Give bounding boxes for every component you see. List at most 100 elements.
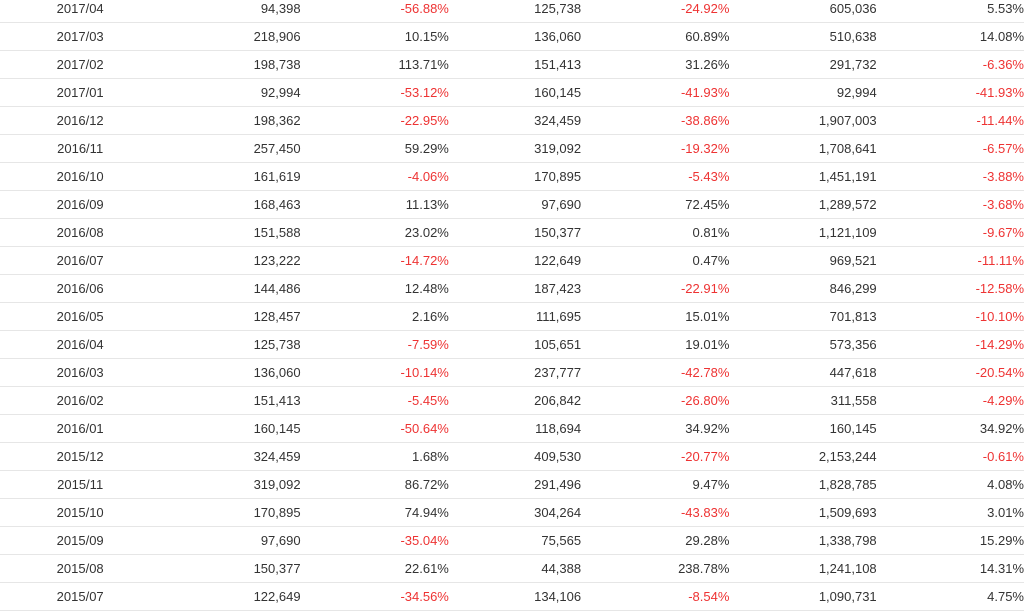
month-cell: 2016/03	[0, 358, 161, 387]
change-a-cell: 113.71%	[300, 50, 449, 79]
table-row: 2016/06 144,486 12.48% 187,423 -22.91% 846,29…	[0, 274, 1024, 303]
value-b-cell: 44,388	[448, 554, 582, 583]
change-b-cell: -43.83%	[581, 498, 730, 527]
month-cell: 2016/07	[0, 246, 161, 275]
month-cell: 2015/09	[0, 526, 161, 555]
cumulative-cell: 1,289,572	[729, 190, 877, 219]
month-cell: 2016/11	[0, 134, 161, 163]
table-row: 2016/05 128,457 2.16% 111,695 15.01% 701,813-…	[0, 302, 1024, 331]
value-a-cell: 319,092	[160, 470, 301, 499]
table-row: 2015/09 97,690 -35.04% 75,565 29.28% 1,338,79…	[0, 526, 1024, 555]
value-a-cell: 161,619	[160, 162, 301, 191]
month-cell: 2016/02	[0, 386, 161, 415]
change-a-cell: 10.15%	[300, 22, 449, 51]
value-a-cell: 324,459	[160, 442, 301, 471]
table-row: 2017/01 92,994 -53.12% 160,145 -41.93% 92,994…	[0, 78, 1024, 107]
change-c-cell: 5.53%	[876, 0, 1024, 23]
cumulative-cell: 1,338,798	[729, 526, 877, 555]
table-row: 2017/02 198,738 113.71% 151,413 31.26% 291,73…	[0, 50, 1024, 79]
change-c-cell: 15.29%	[876, 526, 1024, 555]
month-cell: 2015/10	[0, 498, 161, 527]
change-c-cell: -20.54%	[876, 358, 1024, 387]
change-a-cell: 59.29%	[300, 134, 449, 163]
change-c-cell: -3.68%	[876, 190, 1024, 219]
value-a-cell: 257,450	[160, 134, 301, 163]
month-cell: 2016/08	[0, 218, 161, 247]
cumulative-cell: 311,558	[729, 386, 877, 415]
table-row: 2016/12 198,362 -22.95% 324,459 -38.86% 1,907…	[0, 106, 1024, 135]
value-b-cell: 291,496	[448, 470, 582, 499]
change-c-cell: 4.75%	[876, 582, 1024, 611]
value-a-cell: 122,649	[160, 582, 301, 611]
month-cell: 2015/12	[0, 442, 161, 471]
table-row: 2015/11 319,092 86.72% 291,496 9.47% 1,828,78…	[0, 470, 1024, 499]
value-b-cell: 151,413	[448, 50, 582, 79]
value-a-cell: 92,994	[160, 78, 301, 107]
table-row: 2015/10 170,895 74.94% 304,264 -43.83% 1,509,…	[0, 498, 1024, 527]
change-a-cell: 1.68%	[300, 442, 449, 471]
table-row: 2017/04 94,398 -56.88% 125,738 -24.92% 605,03…	[0, 0, 1024, 23]
change-a-cell: -14.72%	[300, 246, 449, 275]
change-b-cell: -5.43%	[581, 162, 730, 191]
value-b-cell: 118,694	[448, 414, 582, 443]
table-row: 2016/04 125,738 -7.59% 105,651 19.01% 573,356…	[0, 330, 1024, 359]
change-a-cell: -35.04%	[300, 526, 449, 555]
month-cell: 2016/09	[0, 190, 161, 219]
value-a-cell: 170,895	[160, 498, 301, 527]
change-a-cell: -50.64%	[300, 414, 449, 443]
change-a-cell: -53.12%	[300, 78, 449, 107]
value-a-cell: 151,413	[160, 386, 301, 415]
value-a-cell: 198,362	[160, 106, 301, 135]
value-a-cell: 94,398	[160, 0, 301, 23]
cumulative-cell: 1,828,785	[729, 470, 877, 499]
change-c-cell: -41.93%	[876, 78, 1024, 107]
cumulative-cell: 510,638	[729, 22, 877, 51]
cumulative-cell: 1,451,191	[729, 162, 877, 191]
cumulative-cell: 2,153,244	[729, 442, 877, 471]
cumulative-cell: 846,299	[729, 274, 877, 303]
table-row: 2017/03 218,906 10.15% 136,060 60.89% 510,638…	[0, 22, 1024, 51]
value-b-cell: 324,459	[448, 106, 582, 135]
change-a-cell: -10.14%	[300, 358, 449, 387]
change-b-cell: 15.01%	[581, 302, 730, 331]
value-b-cell: 187,423	[448, 274, 582, 303]
month-cell: 2015/07	[0, 582, 161, 611]
change-a-cell: 74.94%	[300, 498, 449, 527]
value-a-cell: 168,463	[160, 190, 301, 219]
value-b-cell: 170,895	[448, 162, 582, 191]
change-c-cell: 14.08%	[876, 22, 1024, 51]
cumulative-cell: 1,121,109	[729, 218, 877, 247]
cumulative-cell: 447,618	[729, 358, 877, 387]
cumulative-cell: 160,145	[729, 414, 877, 443]
value-a-cell: 144,486	[160, 274, 301, 303]
change-c-cell: -11.44%	[876, 106, 1024, 135]
value-a-cell: 160,145	[160, 414, 301, 443]
change-c-cell: -4.29%	[876, 386, 1024, 415]
change-b-cell: -38.86%	[581, 106, 730, 135]
value-b-cell: 97,690	[448, 190, 582, 219]
month-cell: 2016/06	[0, 274, 161, 303]
change-c-cell: -9.67%	[876, 218, 1024, 247]
change-b-cell: 0.81%	[581, 218, 730, 247]
change-b-cell: -42.78%	[581, 358, 730, 387]
value-a-cell: 136,060	[160, 358, 301, 387]
change-b-cell: 9.47%	[581, 470, 730, 499]
value-b-cell: 122,649	[448, 246, 582, 275]
table-row: 2016/09 168,463 11.13% 97,690 72.45% 1,289,57…	[0, 190, 1024, 219]
change-a-cell: -56.88%	[300, 0, 449, 23]
value-b-cell: 75,565	[448, 526, 582, 555]
value-b-cell: 136,060	[448, 22, 582, 51]
value-b-cell: 125,738	[448, 0, 582, 23]
month-cell: 2017/04	[0, 0, 161, 23]
change-c-cell: -12.58%	[876, 274, 1024, 303]
month-cell: 2015/11	[0, 470, 161, 499]
table-row: 2016/11 257,450 59.29% 319,092 -19.32% 1,708,…	[0, 134, 1024, 163]
change-b-cell: 29.28%	[581, 526, 730, 555]
change-c-cell: -11.11%	[876, 246, 1024, 275]
cumulative-cell: 573,356	[729, 330, 877, 359]
value-b-cell: 319,092	[448, 134, 582, 163]
table-row: 2016/08 151,588 23.02% 150,377 0.81% 1,121,10…	[0, 218, 1024, 247]
cumulative-cell: 1,509,693	[729, 498, 877, 527]
table-row: 2016/10 161,619 -4.06% 170,895 -5.43% 1,451,1…	[0, 162, 1024, 191]
change-b-cell: -20.77%	[581, 442, 730, 471]
